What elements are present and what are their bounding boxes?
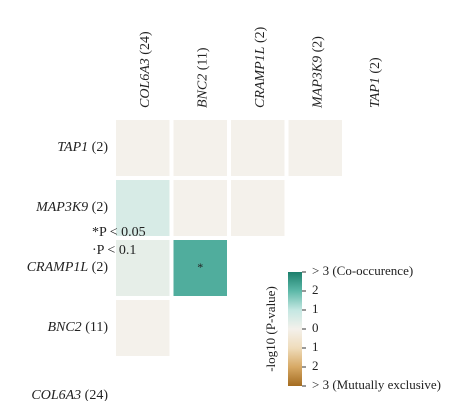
cell [114, 298, 172, 358]
row-count: (2) [92, 260, 109, 275]
colorbar-tick-label: > 3 (Co-occurence) [312, 263, 413, 278]
colorbar-tick-label: 1 [312, 339, 319, 354]
row-count: (2) [92, 140, 109, 155]
column-count: (11) [195, 47, 210, 70]
colorbar-tick-label: 2 [312, 358, 319, 373]
row-label: MAP3K9 (2) [35, 200, 108, 215]
cell [114, 178, 172, 238]
row-count: (2) [92, 200, 109, 215]
cells [114, 118, 344, 358]
colorbar-label: -log10 (P-value) [263, 286, 278, 372]
column-count: (24) [138, 31, 153, 55]
column-label: MAP3K9 (2) [310, 36, 325, 109]
row-count: (11) [85, 320, 108, 335]
column-gene: TAP1 [368, 77, 383, 108]
row-gene: TAP1 [57, 140, 88, 155]
significance-legend: *P < 0.05 [92, 225, 146, 240]
row-label: TAP1 (2) [57, 140, 108, 155]
row-gene: BNC2 [47, 320, 81, 335]
column-label: BNC2 (11) [195, 47, 210, 108]
row-gene: CRAMP1L [27, 260, 89, 275]
colorbar [288, 272, 302, 386]
column-count: (2) [253, 26, 268, 43]
column-gene: MAP3K9 [310, 56, 325, 109]
cell [114, 238, 172, 298]
column-count: (2) [368, 57, 383, 74]
row-gene: COL6A3 [31, 388, 81, 401]
column-label: TAP1 (2) [368, 57, 383, 108]
column-gene: COL6A3 [138, 58, 153, 108]
column-gene: BNC2 [195, 74, 210, 108]
row-count: (24) [85, 388, 109, 401]
column-count: (2) [310, 36, 325, 53]
cell [229, 118, 287, 178]
cell [286, 118, 344, 178]
cell [171, 238, 229, 298]
significance-legend: ·P < 0.1 [92, 243, 136, 258]
row-gene: MAP3K9 [35, 200, 88, 215]
colorbar-tick-label: 0 [312, 320, 319, 335]
row-label: BNC2 (11) [47, 320, 108, 335]
column-label: COL6A3 (24) [138, 31, 153, 108]
cell [171, 178, 229, 238]
column-label: CRAMP1L (2) [253, 26, 268, 108]
colorbar-tick-label: 2 [312, 282, 319, 297]
colorbar-tick-label: 1 [312, 301, 319, 316]
colorbar-tick-label: > 3 (Mutually exclusive) [312, 377, 441, 392]
cell [229, 178, 287, 238]
cell-label: * [197, 260, 203, 274]
row-label: CRAMP1L (2) [27, 260, 109, 275]
cell [171, 118, 229, 178]
cell [114, 118, 172, 178]
column-gene: CRAMP1L [253, 46, 268, 108]
row-label: COL6A3 (24) [31, 388, 108, 401]
